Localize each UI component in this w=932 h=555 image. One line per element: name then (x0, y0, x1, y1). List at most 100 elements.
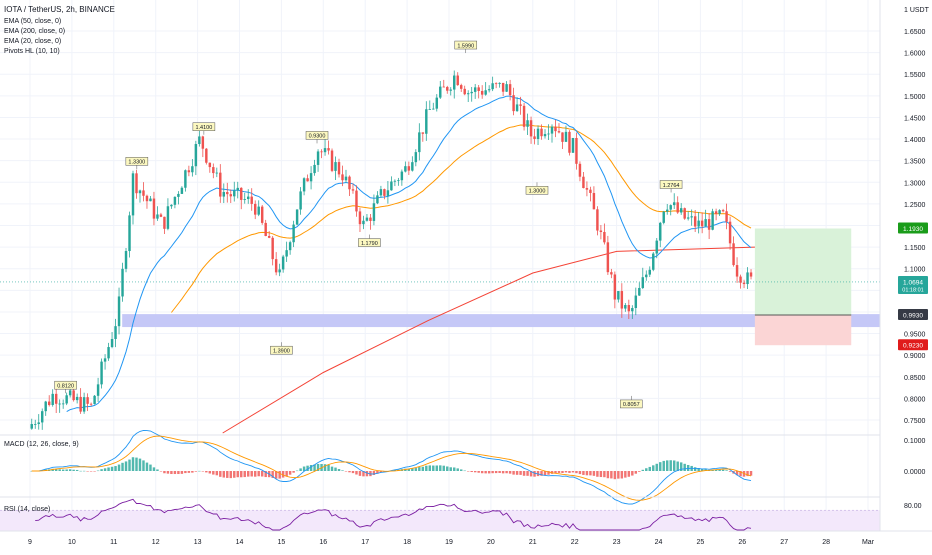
candle-body[interactable] (100, 361, 103, 385)
candle-body[interactable] (610, 272, 613, 275)
candle-body[interactable] (589, 189, 592, 193)
candle-body[interactable] (75, 396, 79, 401)
candle-body[interactable] (536, 128, 540, 139)
candle-body[interactable] (124, 251, 128, 269)
candle-body[interactable] (309, 173, 313, 182)
candle-body[interactable] (250, 196, 253, 204)
candle-body[interactable] (407, 166, 411, 171)
candle-body[interactable] (679, 208, 683, 213)
candle-body[interactable] (222, 192, 226, 197)
candle-body[interactable] (676, 202, 679, 213)
candle-body[interactable] (568, 131, 571, 153)
candle-body[interactable] (323, 148, 327, 153)
candle-body[interactable] (397, 180, 400, 182)
candle-body[interactable] (435, 97, 439, 109)
stop-zone[interactable] (754, 314, 852, 346)
candle-body[interactable] (428, 109, 432, 110)
candle-body[interactable] (400, 171, 404, 181)
rsi-label[interactable]: RSI (14, close) (4, 506, 50, 513)
candle-body[interactable] (330, 150, 334, 171)
candle-body[interactable] (742, 282, 746, 285)
candle-body[interactable] (180, 187, 184, 194)
candle-body[interactable] (313, 164, 316, 174)
candle-body[interactable] (456, 75, 459, 86)
candle-body[interactable] (302, 178, 306, 192)
candle-body[interactable] (65, 395, 68, 404)
candle-body[interactable] (163, 216, 166, 229)
candle-body[interactable] (365, 217, 369, 221)
candle-body[interactable] (159, 214, 163, 217)
macd-label[interactable]: MACD (12, 26, close, 9) (4, 441, 79, 448)
candle-body[interactable] (672, 202, 676, 206)
candle-body[interactable] (714, 211, 718, 214)
candle-body[interactable] (554, 126, 557, 132)
candle-body[interactable] (292, 224, 295, 243)
candle-body[interactable] (372, 203, 376, 221)
candle-body[interactable] (86, 397, 89, 404)
candle-body[interactable] (487, 89, 491, 91)
candle-body[interactable] (334, 162, 337, 171)
candle-body[interactable] (278, 269, 281, 273)
candle-body[interactable] (473, 87, 477, 92)
candle-body[interactable] (306, 178, 309, 182)
candle-body[interactable] (484, 90, 487, 95)
candle-body[interactable] (515, 104, 519, 112)
candle-body[interactable] (641, 277, 645, 288)
candle-body[interactable] (638, 287, 641, 296)
candle-body[interactable] (219, 172, 222, 197)
candle-body[interactable] (240, 187, 243, 200)
candle-body[interactable] (512, 95, 515, 112)
candle-body[interactable] (561, 132, 564, 142)
candle-body[interactable] (439, 86, 442, 98)
candle-body[interactable] (79, 396, 82, 412)
candle-body[interactable] (463, 88, 466, 95)
pivot-label[interactable]: 1.3900 (273, 349, 290, 355)
candle-body[interactable] (201, 136, 205, 149)
candle-body[interactable] (194, 144, 198, 167)
candle-body[interactable] (226, 192, 229, 195)
candle-body[interactable] (198, 136, 201, 145)
candle-body[interactable] (271, 237, 274, 260)
candle-body[interactable] (253, 203, 257, 215)
candle-body[interactable] (285, 250, 288, 257)
candle-body[interactable] (93, 395, 96, 405)
candle-body[interactable] (379, 189, 383, 196)
candle-body[interactable] (655, 240, 658, 254)
pivot-label[interactable]: 1.3300 (128, 160, 145, 166)
candle-body[interactable] (267, 236, 271, 238)
candle-body[interactable] (386, 190, 390, 196)
symbol-title[interactable]: IOTA / TetherUS, 2h, BINANCE (4, 5, 115, 14)
candle-body[interactable] (470, 91, 473, 94)
candle-body[interactable] (449, 89, 452, 91)
candle-body[interactable] (295, 209, 299, 225)
candle-body[interactable] (145, 195, 149, 202)
candle-body[interactable] (110, 339, 114, 348)
candle-body[interactable] (425, 109, 428, 134)
candle-body[interactable] (177, 193, 180, 197)
candle-body[interactable] (260, 206, 264, 223)
candle-body[interactable] (575, 138, 578, 164)
candle-body[interactable] (187, 170, 191, 173)
candle-body[interactable] (229, 194, 232, 197)
candle-body[interactable] (89, 403, 93, 405)
candle-body[interactable] (170, 204, 173, 207)
candle-body[interactable] (432, 108, 435, 110)
candle-body[interactable] (728, 221, 732, 244)
candle-body[interactable] (585, 188, 589, 190)
pivot-label[interactable]: 1.2764 (663, 183, 680, 189)
candle-body[interactable] (578, 163, 582, 177)
candle-body[interactable] (617, 291, 620, 300)
candle-body[interactable] (327, 148, 330, 151)
candle-body[interactable] (362, 220, 365, 225)
legend-ema50[interactable]: EMA (50, close, 0) (4, 18, 61, 25)
candle-body[interactable] (718, 210, 721, 214)
candle-body[interactable] (274, 259, 278, 273)
candle-body[interactable] (620, 291, 624, 309)
candle-body[interactable] (550, 126, 554, 134)
candle-body[interactable] (320, 151, 323, 153)
candle-body[interactable] (477, 87, 480, 91)
candle-body[interactable] (152, 198, 156, 219)
candle-body[interactable] (348, 176, 351, 190)
candle-body[interactable] (627, 305, 631, 312)
